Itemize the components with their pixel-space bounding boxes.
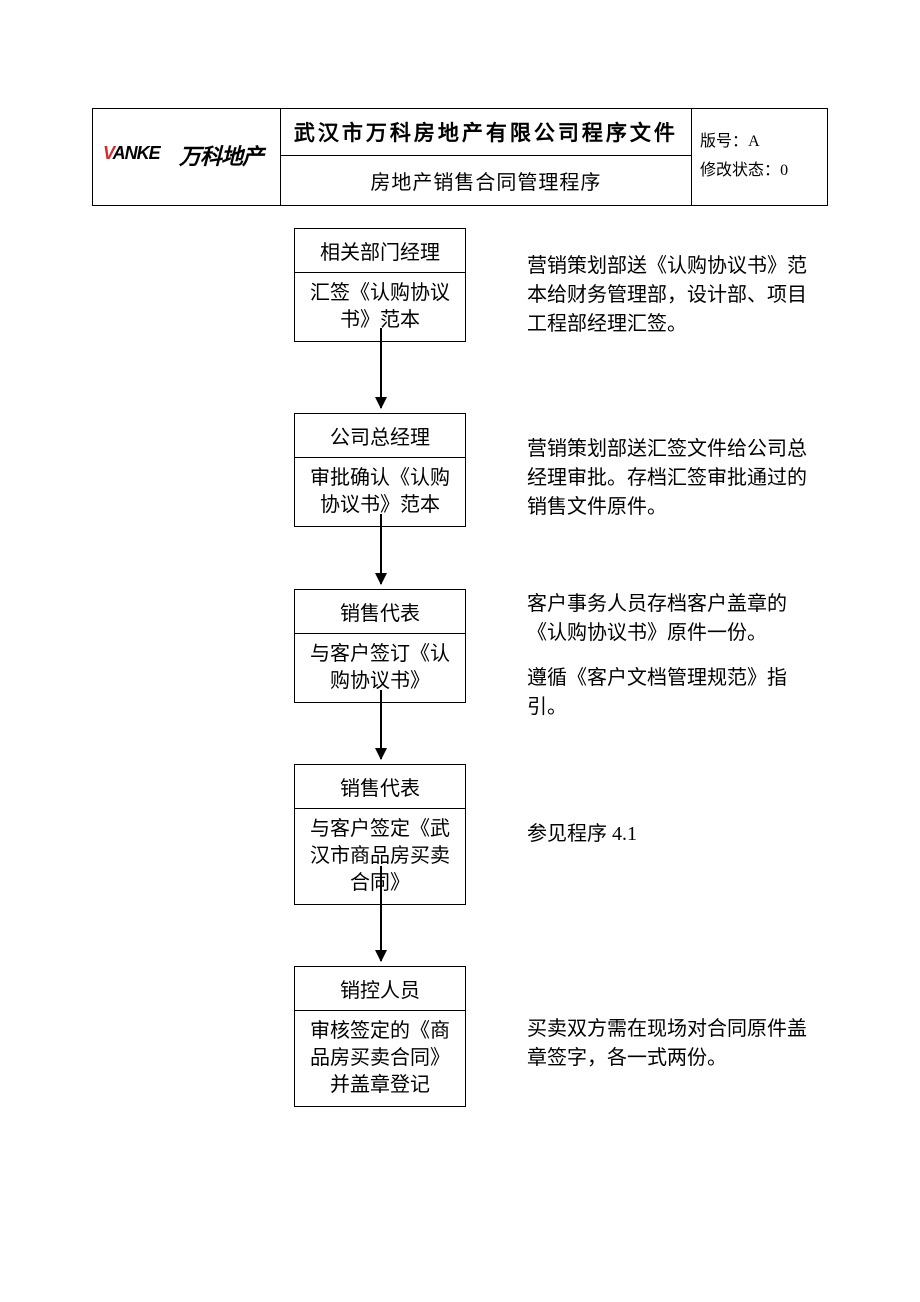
revision-line: 修改状态：0 [700,157,819,186]
flow-node-0: 相关部门经理汇签《认购协议书》范本 [294,228,466,342]
header-table: VANKE 万科地产 武汉市万科房地产有限公司程序文件 版号：A 修改状态：0 … [92,108,828,206]
version-cell: 版号：A 修改状态：0 [692,109,828,206]
node-role: 相关部门经理 [295,229,465,273]
flow-description-0: 营销策划部送《认购协议书》范本给财务管理部，设计部、项目工程部经理汇签。 [527,252,807,339]
node-role: 销售代表 [295,590,465,634]
flow-description-4: 参见程序 4.1 [527,820,637,849]
flow-arrow-1 [380,514,382,584]
vanke-logo-cn: 万科地产 [179,139,263,171]
document-subtitle: 房地产销售合同管理程序 [281,156,691,205]
version-label: 版号： [700,133,748,150]
flow-node-4: 销控人员审核签定的《商品房买卖合同》并盖章登记 [294,966,466,1107]
version-line: 版号：A [700,128,819,157]
revision-label: 修改状态： [700,162,780,179]
flow-description-1: 营销策划部送汇签文件给公司总经理审批。存档汇签审批通过的销售文件原件。 [527,435,807,522]
logo-v-accent: V [103,143,113,163]
flow-node-2: 销售代表与客户签订《认购协议书》 [294,589,466,703]
logo-en-rest: ANKE [113,143,160,163]
flow-node-1: 公司总经理审批确认《认购协议书》范本 [294,413,466,527]
subtitle-cell: 房地产销售合同管理程序 [280,156,691,206]
vanke-logo-en: VANKE [103,143,160,164]
flow-description-5: 买卖双方需在现场对合同原件盖章签字，各一式两份。 [527,1015,807,1073]
flow-arrow-3 [380,866,382,961]
flow-arrow-0 [380,328,382,408]
node-action: 审核签定的《商品房买卖合同》并盖章登记 [295,1011,465,1106]
flow-description-3: 遵循《客户文档管理规范》指引。 [527,664,807,722]
document-title: 武汉市万科房地产有限公司程序文件 [281,109,691,155]
revision-value: 0 [780,162,788,179]
flow-arrow-2 [380,690,382,759]
node-role: 公司总经理 [295,414,465,458]
logo-cell: VANKE 万科地产 [93,109,281,206]
node-role: 销售代表 [295,765,465,809]
node-role: 销控人员 [295,967,465,1011]
flow-description-2: 客户事务人员存档客户盖章的《认购协议书》原件一份。 [527,590,807,648]
version-value: A [748,133,760,150]
title-cell: 武汉市万科房地产有限公司程序文件 [280,109,691,156]
